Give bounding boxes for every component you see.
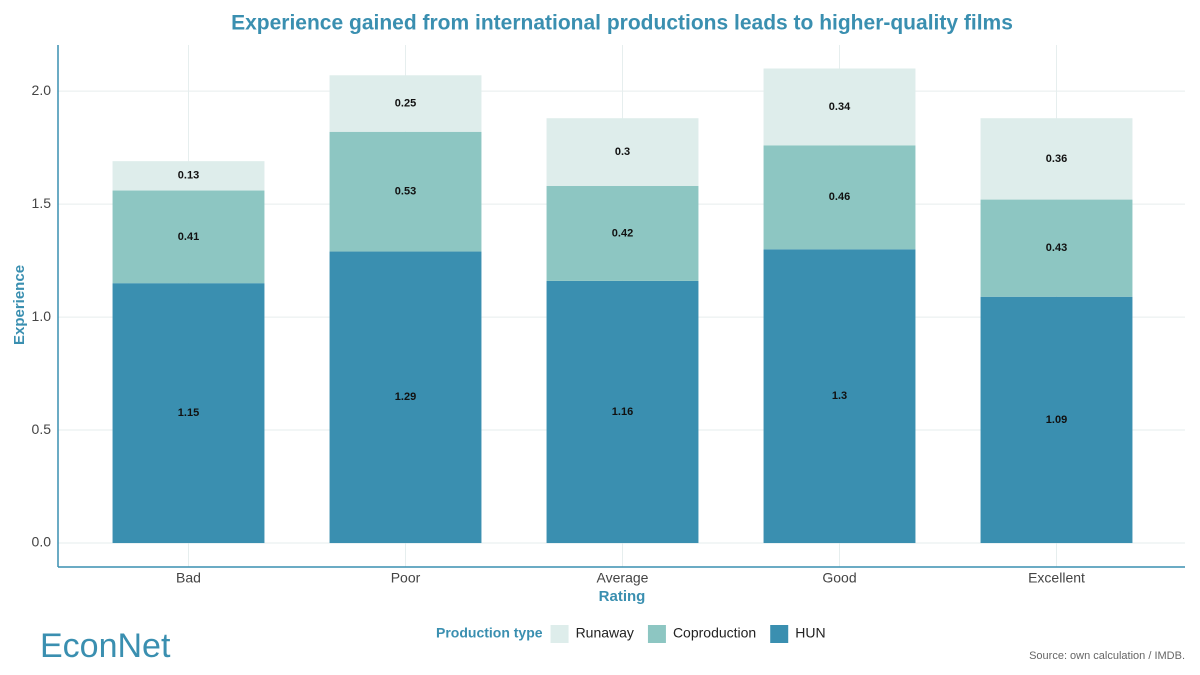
bar-segment <box>112 190 265 284</box>
chart-title: Experience gained from international pro… <box>231 12 1013 35</box>
bar-segment <box>763 145 916 250</box>
bar-segment <box>329 251 482 544</box>
bar-segment <box>112 161 265 191</box>
legend-label: Coproduction <box>673 625 756 641</box>
source: Source: own calculation / IMDB. <box>1029 650 1185 662</box>
y-tick-label: 0.5 <box>32 421 52 437</box>
bar-segment <box>329 75 482 132</box>
bar-segment <box>546 280 699 544</box>
x-tick-label: Bad <box>176 570 201 586</box>
data-label: 0.41 <box>178 231 199 243</box>
logo: EconNet <box>40 627 171 665</box>
legend-label: HUN <box>795 625 825 641</box>
legend-title: Production type <box>436 625 543 641</box>
data-label: 0.36 <box>1046 153 1067 165</box>
bar-segment <box>980 118 1133 200</box>
y-tick-label: 0.0 <box>32 534 52 550</box>
y-tick-label: 2.0 <box>32 82 52 98</box>
y-tick-label: 1.5 <box>32 195 52 211</box>
bar-segment <box>763 68 916 146</box>
bar-segment <box>980 296 1133 544</box>
data-label: 1.15 <box>178 407 199 419</box>
y-tick-label: 1.0 <box>32 308 52 324</box>
x-tick-label: Average <box>597 570 649 586</box>
data-label: 1.09 <box>1046 414 1067 426</box>
x-axis-label: Rating <box>599 588 646 605</box>
data-label: 0.34 <box>829 101 851 113</box>
bar-segment <box>546 186 699 281</box>
legend-swatch <box>647 625 666 643</box>
x-tick-label: Excellent <box>1028 570 1085 586</box>
bar-segment <box>112 283 265 544</box>
bar-segment <box>546 118 699 187</box>
data-label: 0.13 <box>178 170 199 182</box>
legend-label: Runaway <box>576 625 634 641</box>
legend-swatch <box>770 625 789 643</box>
y-axis-label: Experience <box>11 265 28 345</box>
bar-segment <box>763 249 916 544</box>
data-label: 0.3 <box>615 146 630 158</box>
x-tick-label: Good <box>822 570 856 586</box>
data-label: 1.29 <box>395 391 416 403</box>
data-label: 0.42 <box>612 227 633 239</box>
legend-swatch <box>550 625 569 643</box>
x-tick-label: Poor <box>391 570 421 586</box>
data-label: 0.43 <box>1046 242 1067 254</box>
data-label: 0.53 <box>395 186 416 198</box>
data-label: 0.25 <box>395 97 416 109</box>
data-label: 1.3 <box>832 390 847 402</box>
bar-segment <box>329 131 482 252</box>
data-label: 0.46 <box>829 191 850 203</box>
bar-segment <box>980 199 1133 297</box>
legend: Production type Runaway Coproduction HUN <box>436 625 826 643</box>
data-label: 1.16 <box>612 406 633 418</box>
